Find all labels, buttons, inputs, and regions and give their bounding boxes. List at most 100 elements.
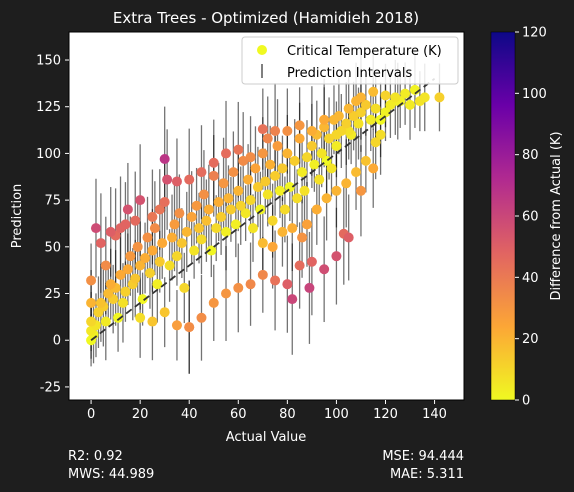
x-tick-label: 60: [230, 407, 247, 422]
data-point: [221, 226, 232, 237]
data-point: [353, 118, 364, 129]
data-point: [287, 294, 298, 305]
legend-entry-points: Critical Temperature (K): [287, 44, 442, 59]
data-point: [233, 185, 244, 196]
data-point: [390, 92, 401, 103]
data-point: [130, 273, 141, 284]
y-axis-label: Prediction: [10, 184, 25, 249]
data-point: [171, 251, 182, 262]
colorbar-label: Difference from Actual (K): [549, 131, 564, 300]
data-point: [144, 267, 155, 278]
data-point: [86, 316, 97, 327]
data-point: [277, 163, 288, 174]
y-axis: -25 0 25 50 75 100 125 150: [36, 54, 69, 395]
data-point: [238, 155, 249, 166]
data-point: [316, 148, 327, 159]
legend-entry-intervals: Prediction Intervals: [287, 66, 412, 81]
data-point: [321, 193, 332, 204]
legend: Critical Temperature (K) Prediction Inte…: [241, 36, 459, 85]
data-point: [179, 282, 190, 293]
data-point: [348, 111, 359, 122]
data-point: [164, 260, 175, 271]
colorbar-tick-label: 60: [522, 210, 539, 225]
data-point: [282, 279, 293, 290]
x-axis: 0 20 40 60 80 100 120 140: [87, 400, 447, 422]
y-tick-label: 25: [44, 287, 61, 302]
data-point: [95, 238, 106, 249]
data-point: [216, 211, 227, 222]
data-point: [267, 215, 278, 226]
data-point: [368, 163, 379, 174]
data-point: [360, 99, 371, 110]
data-point: [90, 223, 101, 234]
data-point: [100, 316, 111, 327]
data-point: [233, 282, 244, 293]
data-point: [331, 129, 342, 140]
data-point: [284, 182, 295, 193]
data-point: [125, 251, 136, 262]
data-point: [159, 196, 170, 207]
x-tick-label: 40: [181, 407, 198, 422]
metric-r2: R2: 0.92: [68, 449, 123, 464]
data-point: [86, 297, 97, 308]
data-point: [319, 264, 330, 275]
data-point: [147, 316, 158, 327]
data-point: [294, 133, 305, 144]
data-point: [311, 204, 322, 215]
colorbar-tick-label: 80: [522, 148, 539, 163]
data-point: [203, 204, 214, 215]
data-point: [319, 114, 330, 125]
data-point: [314, 174, 325, 185]
data-point: [198, 189, 209, 200]
data-point: [196, 234, 207, 245]
y-tick-label: 50: [44, 240, 61, 255]
data-point: [152, 279, 163, 290]
data-point: [355, 92, 366, 103]
x-tick-label: 0: [87, 407, 95, 422]
data-point: [213, 196, 224, 207]
data-point: [225, 204, 236, 215]
data-point: [289, 155, 300, 166]
data-point: [135, 195, 146, 206]
data-point: [400, 88, 411, 99]
data-point: [319, 122, 330, 133]
data-point: [86, 275, 97, 286]
data-point: [294, 260, 305, 271]
colorbar-tick-label: 0: [522, 394, 530, 409]
data-point: [211, 223, 222, 234]
data-point: [270, 275, 281, 286]
data-point: [331, 251, 342, 262]
colorbar-tick-label: 40: [522, 271, 539, 286]
data-point: [270, 170, 281, 181]
data-point: [287, 223, 298, 234]
data-point: [274, 185, 285, 196]
data-point: [105, 226, 116, 237]
data-point: [370, 103, 381, 114]
data-point: [103, 288, 114, 299]
data-point: [301, 219, 312, 230]
colorbar-tick-label: 120: [522, 26, 547, 41]
data-point: [370, 137, 381, 148]
data-point: [309, 159, 320, 170]
data-point: [306, 256, 317, 267]
data-point: [171, 320, 182, 331]
data-points: [86, 84, 445, 346]
data-point: [326, 163, 337, 174]
data-point: [147, 245, 158, 256]
data-point: [230, 219, 241, 230]
data-point: [434, 92, 445, 103]
y-tick-label: 0: [53, 334, 61, 349]
data-point: [208, 170, 219, 181]
data-point: [159, 154, 170, 165]
data-point: [270, 126, 281, 137]
data-point: [341, 118, 352, 129]
data-point: [113, 312, 124, 323]
data-point: [341, 178, 352, 189]
data-point: [355, 185, 366, 196]
data-point: [189, 245, 200, 256]
data-point: [196, 312, 207, 323]
y-tick-label: 150: [36, 54, 61, 69]
y-tick-label: 125: [36, 100, 61, 115]
data-point: [248, 223, 259, 234]
